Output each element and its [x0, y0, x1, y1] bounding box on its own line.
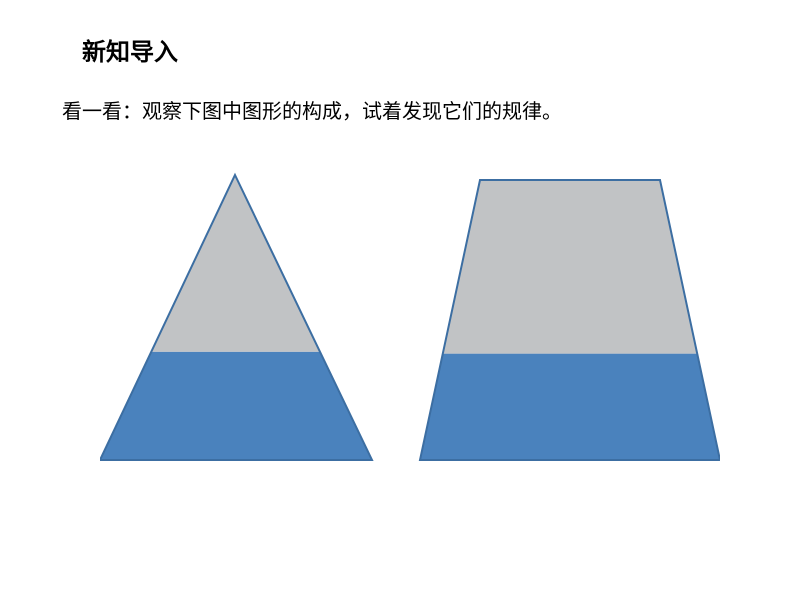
triangle-upper [151, 175, 320, 352]
trapezoid-upper [443, 180, 697, 354]
shapes-diagram [100, 170, 720, 490]
page-title: 新知导入 [82, 32, 178, 67]
triangle-lower [100, 352, 372, 460]
slide: 新知导入 看一看：观察下图中图形的构成，试着发现它们的规律。 [0, 0, 794, 596]
instruction-text: 看一看：观察下图中图形的构成，试着发现它们的规律。 [62, 95, 562, 124]
trapezoid-lower [420, 354, 720, 460]
